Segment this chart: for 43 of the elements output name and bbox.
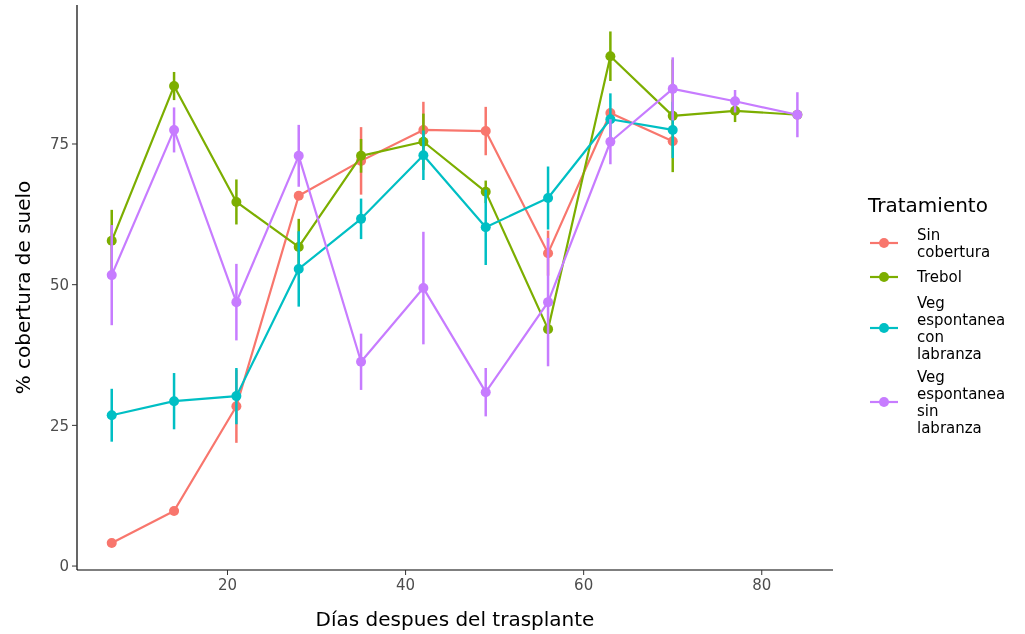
point (293, 150, 304, 161)
point (293, 263, 304, 274)
y-tick-label: 25 (49, 416, 69, 435)
point (293, 190, 304, 201)
point (543, 193, 554, 204)
point (231, 391, 242, 402)
point (667, 124, 678, 135)
point (480, 126, 491, 137)
point (356, 150, 367, 161)
point (605, 136, 616, 147)
point (356, 213, 367, 224)
y-tick-label: 50 (49, 275, 69, 294)
point (667, 83, 678, 94)
point (418, 283, 429, 294)
x-tick-label: 40 (396, 576, 416, 594)
point (169, 396, 180, 407)
legend-title: Tratamiento (867, 193, 988, 217)
legend-label: Sin cobertura (917, 225, 991, 261)
x-tick-label: 60 (574, 576, 594, 594)
point (730, 96, 741, 107)
point (418, 150, 429, 161)
point (169, 81, 180, 92)
y-axis-title: % cobertura de suelo (11, 180, 35, 395)
point (605, 51, 616, 62)
point (480, 222, 491, 233)
x-tick-label: 80 (752, 576, 772, 594)
x-axis-title: Días despues del trasplante (315, 607, 595, 631)
point (106, 410, 117, 421)
legend-label: Veg espontanea con labranza (917, 293, 1006, 363)
legend-label: Veg espontanea sin labranza (917, 367, 1006, 437)
x-tick-label: 20 (217, 576, 238, 594)
point (106, 537, 117, 548)
legend-label: Trebol (916, 268, 962, 287)
point (480, 387, 491, 398)
point (231, 297, 242, 308)
point (231, 196, 242, 207)
point (169, 124, 180, 135)
point (106, 270, 117, 281)
point (169, 505, 180, 516)
y-tick-label: 75 (49, 135, 69, 154)
point (543, 297, 554, 308)
point (356, 356, 367, 367)
y-tick-label: 0 (59, 557, 69, 576)
